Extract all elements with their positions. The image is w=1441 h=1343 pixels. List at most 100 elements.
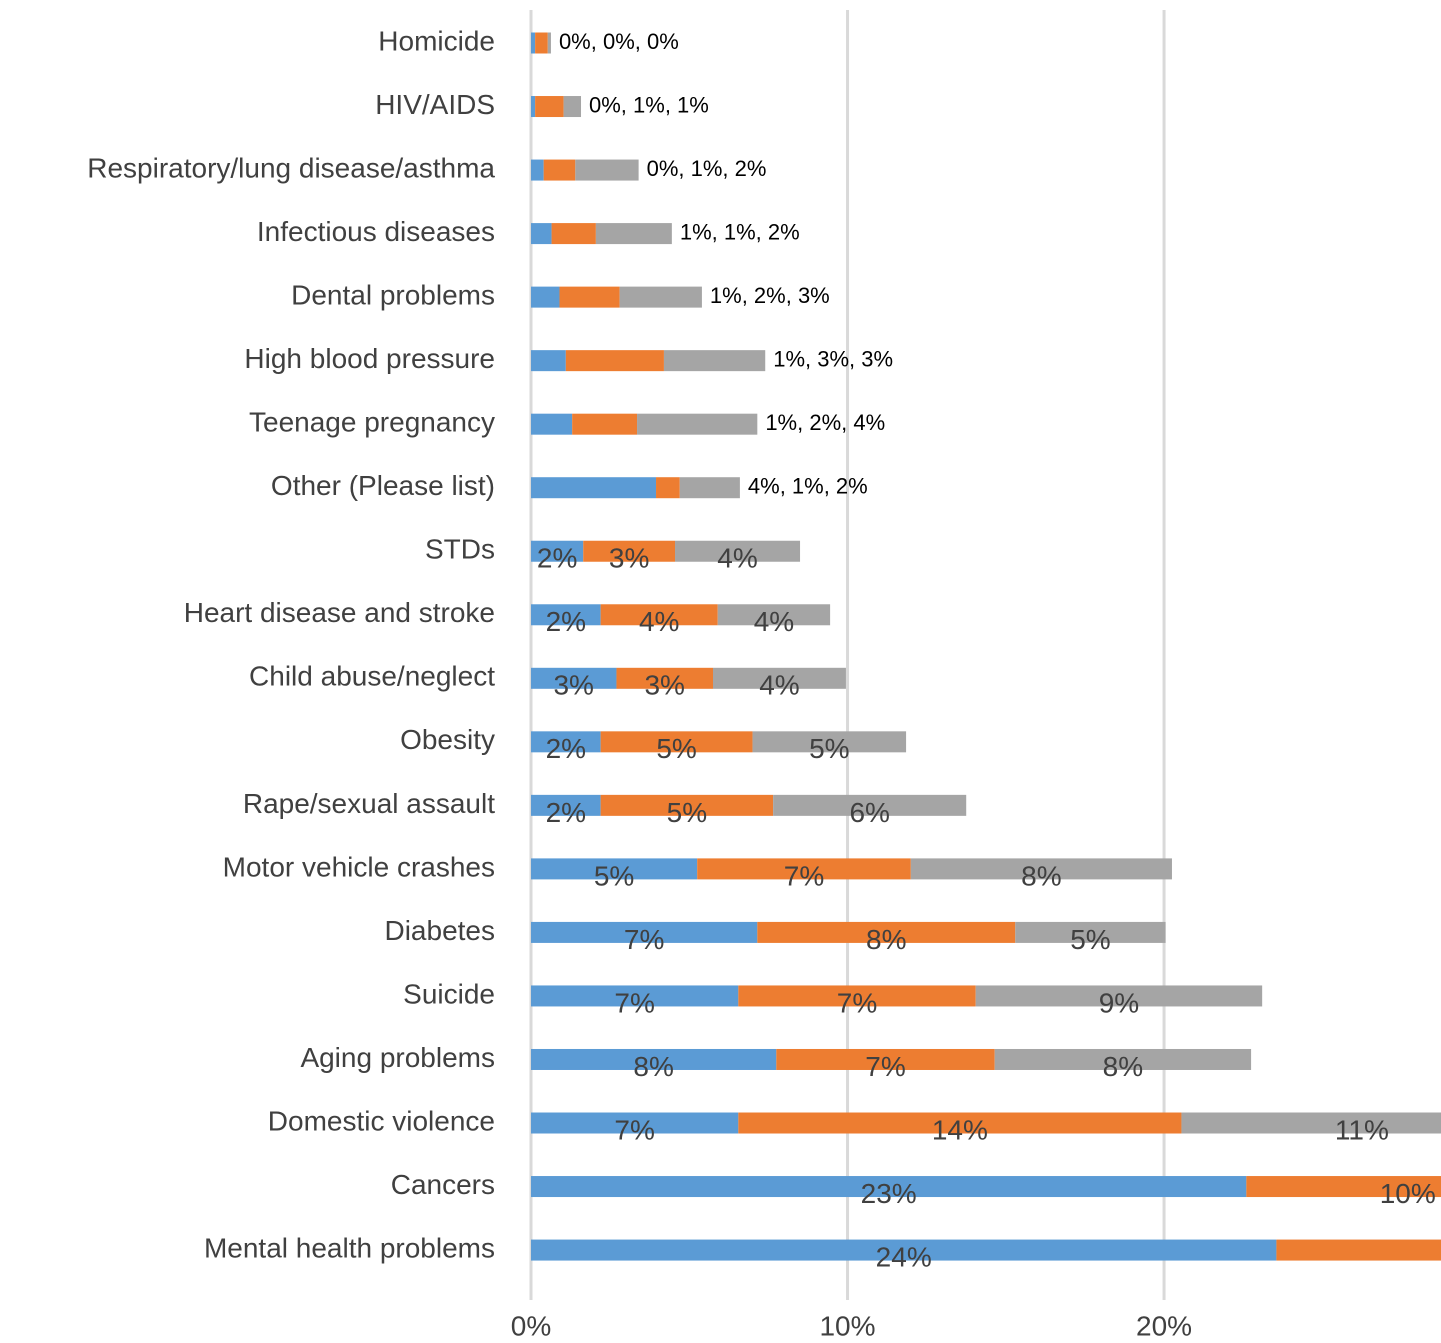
bar-segment	[531, 540, 584, 562]
bar-segment	[531, 1112, 739, 1134]
bar-end-label: 0%, 0%, 0%	[559, 29, 679, 54]
data-label: 3%	[644, 670, 684, 701]
data-label: 8%	[866, 924, 906, 955]
data-label: 4%	[754, 606, 794, 637]
bar-segment	[1015, 921, 1166, 943]
bar-segment	[531, 413, 573, 435]
bar-segment	[738, 985, 976, 1007]
data-label: 5%	[656, 733, 696, 764]
bar-segment	[531, 667, 617, 689]
bar-segment	[619, 286, 702, 308]
bar-end-label: 1%, 2%, 3%	[710, 283, 830, 308]
data-label: 3%	[553, 670, 593, 701]
category-label: Diabetes	[384, 915, 495, 946]
bar-segment	[1246, 1176, 1441, 1198]
bar-end-label: 0%, 1%, 1%	[589, 92, 709, 117]
data-label: 24%	[876, 1241, 932, 1272]
data-label: 8%	[633, 1051, 673, 1082]
bar-segment	[595, 223, 672, 245]
data-label: 3%	[609, 543, 649, 574]
bar-segment	[663, 350, 766, 372]
bar-segment	[563, 96, 582, 118]
category-label: Obesity	[400, 724, 495, 755]
bar-segment	[1181, 1112, 1441, 1134]
category-label: HIV/AIDS	[375, 89, 495, 120]
bar-segment	[717, 604, 831, 626]
bar-segment	[531, 286, 560, 308]
x-tick-label: 0%	[511, 1310, 551, 1341]
category-label: Rape/sexual assault	[243, 788, 495, 819]
category-label: Aging problems	[300, 1042, 495, 1073]
bar-segment	[531, 1048, 777, 1070]
data-label: 7%	[837, 987, 877, 1018]
data-label: 9%	[1099, 987, 1139, 1018]
category-label: Cancers	[391, 1169, 495, 1200]
bar-segment	[697, 858, 911, 880]
category-label: Child abuse/neglect	[249, 661, 495, 692]
bar-segment	[572, 413, 638, 435]
bar-segment	[531, 32, 536, 54]
data-label: 5%	[667, 797, 707, 828]
bar-segment	[637, 413, 758, 435]
category-label: Mental health problems	[204, 1232, 495, 1263]
bar-end-label: 1%, 1%, 2%	[680, 219, 800, 244]
bar-segment	[531, 223, 552, 245]
category-label: High blood pressure	[244, 343, 495, 374]
data-label: 4%	[759, 670, 799, 701]
data-label: 2%	[546, 797, 586, 828]
category-label: Other (Please list)	[271, 470, 495, 501]
data-label: 6%	[849, 797, 889, 828]
data-label: 14%	[932, 1114, 988, 1145]
bar-segment	[531, 1239, 1277, 1261]
category-label: Dental problems	[291, 280, 495, 311]
bar-segment	[531, 1176, 1247, 1198]
bar-segment	[1276, 1239, 1441, 1261]
bar-segment	[531, 350, 566, 372]
bar-segment	[776, 1048, 995, 1070]
data-label: 7%	[614, 987, 654, 1018]
bar-segment	[531, 794, 601, 816]
data-label: 7%	[624, 924, 664, 955]
bar-segment	[559, 286, 620, 308]
bar-segment	[616, 667, 713, 689]
bar-segment	[531, 921, 758, 943]
data-label: 4%	[639, 606, 679, 637]
bar-segment	[535, 96, 564, 118]
data-label: 7%	[614, 1114, 654, 1145]
category-label: Infectious diseases	[257, 216, 495, 247]
bar-segment	[583, 540, 676, 562]
data-label: 5%	[809, 733, 849, 764]
bar-segment	[551, 223, 596, 245]
bar-segment	[975, 985, 1263, 1007]
bar-segment	[752, 731, 907, 753]
bar-segment	[531, 477, 657, 499]
x-tick-label: 20%	[1136, 1310, 1192, 1341]
data-label: 5%	[594, 860, 634, 891]
bar-segment	[531, 604, 601, 626]
category-label: Motor vehicle crashes	[223, 851, 495, 882]
bar-segment	[738, 1112, 1182, 1134]
bar-end-label: 0%, 1%, 2%	[647, 156, 767, 181]
bar-segment	[679, 477, 740, 499]
bar-segment	[565, 350, 664, 372]
bar-segment	[757, 921, 1016, 943]
bar-segment	[600, 794, 774, 816]
bar-segment	[600, 604, 718, 626]
data-label: 10%	[1380, 1178, 1436, 1209]
bar-segment	[994, 1048, 1252, 1070]
data-label: 8%	[1021, 860, 1061, 891]
bar-segment	[531, 96, 536, 118]
data-label: 4%	[717, 543, 757, 574]
bar-segment	[535, 32, 548, 54]
category-label: Respiratory/lung disease/asthma	[87, 152, 495, 183]
data-label: 23%	[861, 1178, 917, 1209]
bar-segment	[531, 159, 544, 181]
data-label: 2%	[546, 606, 586, 637]
bar-segment	[531, 985, 739, 1007]
category-label: Heart disease and stroke	[184, 597, 495, 628]
category-label: STDs	[425, 534, 495, 565]
bar-segment	[713, 667, 846, 689]
category-label: Suicide	[403, 978, 495, 1009]
data-label: 8%	[1103, 1051, 1143, 1082]
